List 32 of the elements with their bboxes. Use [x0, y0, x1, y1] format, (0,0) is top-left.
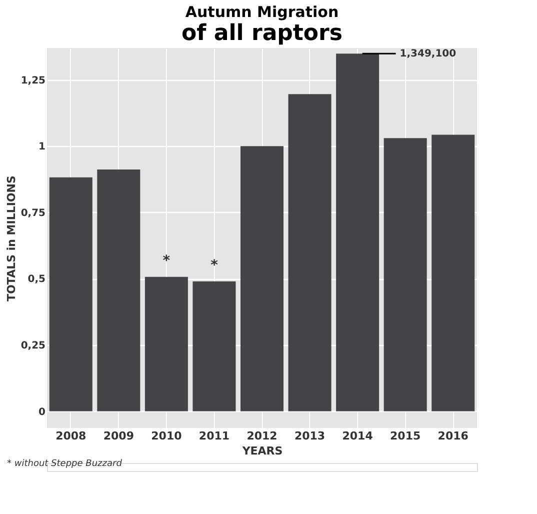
bar: [432, 134, 475, 412]
bar: [336, 54, 380, 412]
x-tick-label: 2014: [342, 430, 374, 442]
y-tick-label: 0,75: [20, 208, 46, 219]
y-tick-label: 0,25: [20, 340, 46, 352]
annotation: *: [162, 252, 171, 269]
annotation: *: [210, 257, 219, 274]
x-tick-label: 2011: [198, 430, 230, 442]
x-tick-label: 2016: [438, 430, 469, 442]
annotation: 1,349,100: [400, 48, 456, 60]
bar: [384, 138, 427, 412]
x-tick-label: 2013: [294, 430, 326, 442]
x-axis-title: YEARS: [241, 444, 283, 458]
chart-subtitle: of all raptors: [182, 21, 342, 46]
x-tick-label: 2009: [103, 430, 134, 442]
y-tick-label: 1: [38, 142, 46, 153]
x-tick-label: 2015: [390, 430, 421, 442]
x-tick-label: 2008: [56, 430, 86, 442]
bar: [288, 94, 332, 412]
bar: [240, 146, 284, 412]
bar: [49, 177, 92, 412]
bar: [192, 281, 236, 412]
chart-title: Autumn Migration: [185, 3, 339, 21]
x-tick-label: 2010: [151, 430, 182, 442]
y-tick-label: 1,25: [20, 75, 46, 86]
bar: [144, 276, 188, 412]
y-tick-label: 0,5: [28, 274, 46, 286]
y-tick-label: 0: [38, 406, 46, 418]
text: * without Steppe Buzzard: [7, 459, 122, 469]
y-axis-title: TOTALS in MILLIONS: [4, 176, 18, 302]
bar: [97, 169, 140, 412]
x-tick-label: 2012: [246, 430, 278, 442]
